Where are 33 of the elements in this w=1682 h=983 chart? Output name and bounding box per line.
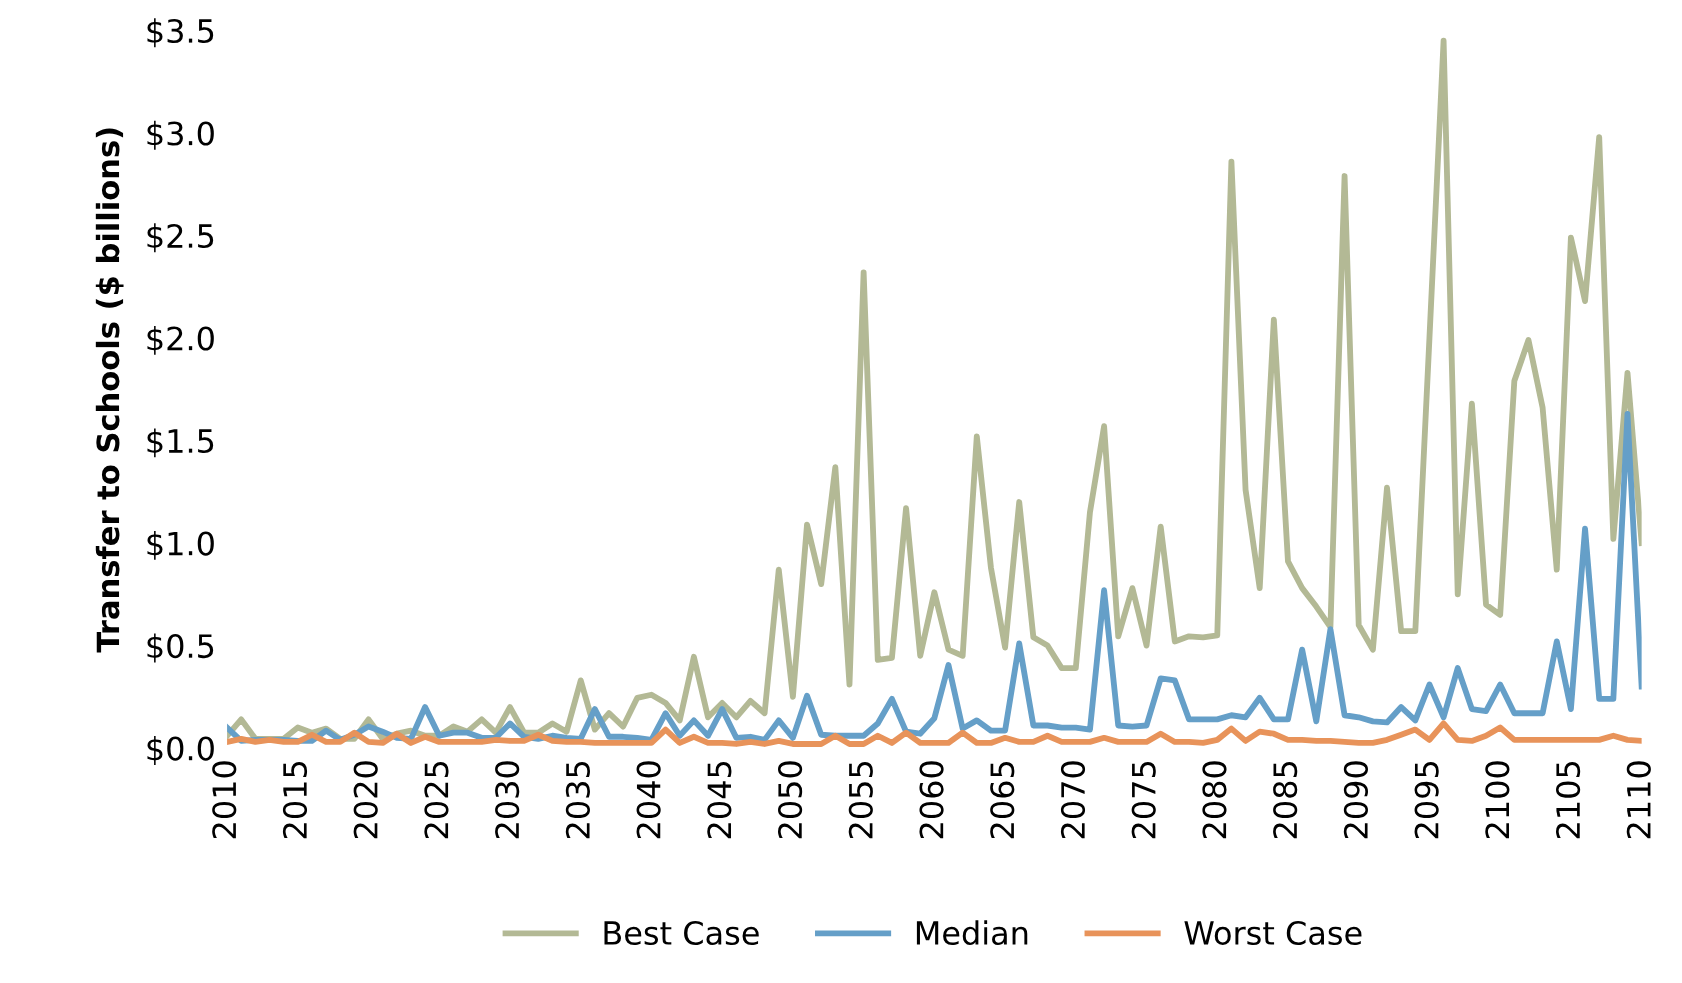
x-tick-label: 2020 bbox=[353, 761, 378, 839]
y-axis-title: Transfer to Schools ($ billions) bbox=[95, 128, 124, 653]
x-tick-label: 2105 bbox=[1556, 761, 1581, 839]
y-tick-label: $3.5 bbox=[147, 18, 214, 48]
legend-label: Worst Case bbox=[1184, 920, 1362, 946]
y-tick-label: $0.5 bbox=[147, 633, 214, 663]
x-tick-label: 2100 bbox=[1485, 761, 1510, 839]
x-tick-label: 2085 bbox=[1273, 761, 1298, 839]
x-tick-label: 2075 bbox=[1131, 761, 1156, 839]
y-tick-label: $1.5 bbox=[147, 428, 214, 458]
x-tick-label: 2095 bbox=[1414, 761, 1439, 839]
x-tick-label: 2050 bbox=[778, 761, 803, 839]
x-tick-label: 2025 bbox=[424, 761, 449, 839]
x-tick-label: 2060 bbox=[919, 761, 944, 839]
legend-label: Median bbox=[916, 920, 1028, 946]
x-tick-label: 2010 bbox=[212, 761, 237, 839]
x-tick-label: 2035 bbox=[565, 761, 590, 839]
x-tick-label: 2015 bbox=[282, 761, 308, 839]
x-tick-label: 2055 bbox=[848, 761, 873, 839]
y-tick-label: $2.5 bbox=[147, 223, 214, 253]
x-tick-label: 2110 bbox=[1626, 761, 1651, 839]
y-tick-label: $3.0 bbox=[147, 120, 214, 150]
x-tick-label: 2045 bbox=[707, 761, 732, 839]
x-tick-label: 2040 bbox=[636, 761, 661, 839]
x-tick-label: 2080 bbox=[1202, 761, 1227, 839]
y-tick-label: $2.0 bbox=[147, 325, 214, 355]
y-tick-label: $1.0 bbox=[147, 530, 214, 560]
legend-label: Best Case bbox=[604, 920, 759, 946]
x-tick-label: 2030 bbox=[495, 761, 520, 839]
y-tick-label: $0.0 bbox=[147, 735, 214, 765]
x-tick-label: 2070 bbox=[1060, 761, 1086, 839]
x-tick-label: 2065 bbox=[990, 761, 1015, 839]
x-tick-label: 2090 bbox=[1343, 761, 1368, 839]
